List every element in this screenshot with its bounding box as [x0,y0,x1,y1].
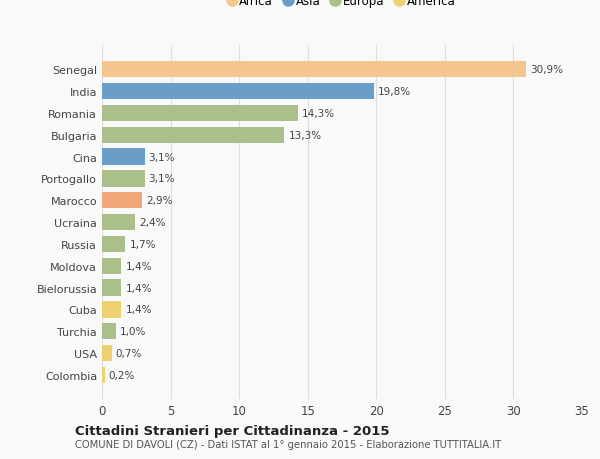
Text: 3,1%: 3,1% [149,174,175,184]
Bar [102,106,298,122]
Text: 1,4%: 1,4% [125,305,152,315]
Bar [102,323,116,340]
Text: 1,4%: 1,4% [125,283,152,293]
Bar [102,258,121,274]
Text: 19,8%: 19,8% [377,87,411,97]
Text: 2,4%: 2,4% [139,218,166,228]
Bar [102,127,284,144]
Legend: Africa, Asia, Europa, America: Africa, Asia, Europa, America [229,0,455,8]
Bar [102,302,121,318]
Bar [102,345,112,362]
Text: 1,0%: 1,0% [120,326,146,336]
Text: 1,4%: 1,4% [125,261,152,271]
Text: 0,7%: 0,7% [116,348,142,358]
Bar [102,62,526,78]
Bar [102,236,125,252]
Text: 30,9%: 30,9% [530,65,563,75]
Text: 2,9%: 2,9% [146,196,172,206]
Bar [102,280,121,296]
Bar [102,367,105,383]
Bar [102,171,145,187]
Text: 3,1%: 3,1% [149,152,175,162]
Bar [102,214,135,231]
Bar [102,149,145,165]
Bar [102,193,142,209]
Text: 14,3%: 14,3% [302,109,335,119]
Bar [102,84,374,100]
Text: COMUNE DI DAVOLI (CZ) - Dati ISTAT al 1° gennaio 2015 - Elaborazione TUTTITALIA.: COMUNE DI DAVOLI (CZ) - Dati ISTAT al 1°… [75,440,501,449]
Text: 0,2%: 0,2% [109,370,135,380]
Text: 13,3%: 13,3% [289,130,322,140]
Text: Cittadini Stranieri per Cittadinanza - 2015: Cittadini Stranieri per Cittadinanza - 2… [75,424,389,437]
Text: 1,7%: 1,7% [130,240,156,249]
